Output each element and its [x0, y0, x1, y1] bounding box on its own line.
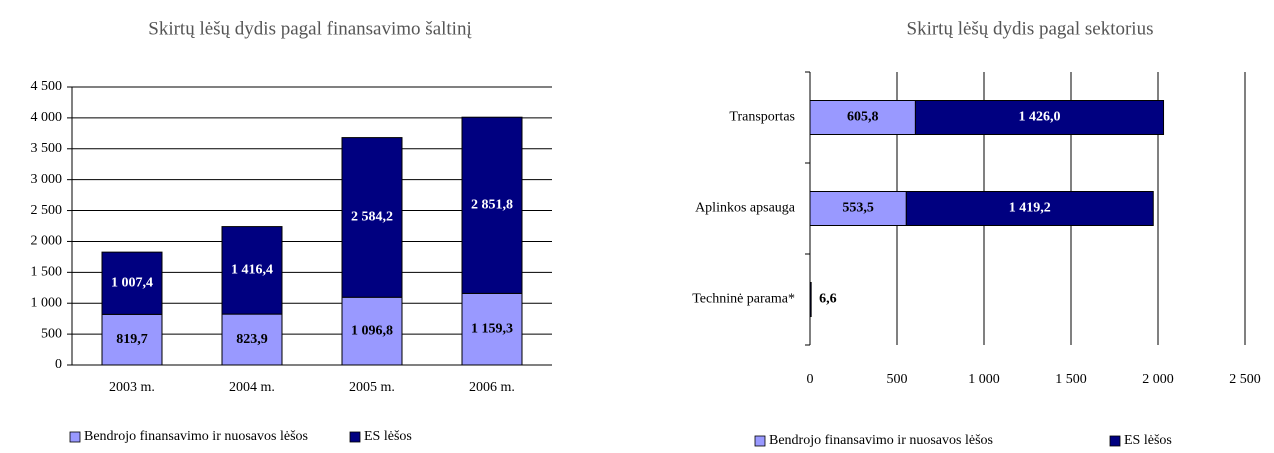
- bar: [221, 226, 283, 315]
- bar: [809, 191, 907, 226]
- bar: [101, 313, 163, 366]
- x-tick-label: 2004 m.: [229, 380, 275, 395]
- value-label: 823,9: [236, 332, 268, 347]
- value-label: 1 426,0: [1018, 110, 1060, 125]
- y-tick-label: 2 500: [31, 203, 63, 218]
- legend-label: Bendrojo finansavimo ir nuosavos lėšos: [769, 433, 993, 448]
- y-tick-label: 4 000: [31, 110, 63, 125]
- x-tick-label: 1 500: [1055, 372, 1087, 387]
- x-tick-label: 2006 m.: [469, 380, 515, 395]
- legend-swatch: [349, 431, 361, 443]
- value-label: 6,6: [819, 292, 837, 307]
- value-label: 1 159,3: [471, 321, 513, 336]
- legend-swatch: [1109, 435, 1121, 447]
- bar: [809, 100, 916, 135]
- value-label: 2 851,8: [471, 198, 513, 213]
- bar: [461, 116, 523, 294]
- value-label: 1 007,4: [111, 275, 153, 290]
- x-tick-label: 2 000: [1142, 372, 1174, 387]
- value-label: 1 419,2: [1009, 201, 1051, 216]
- value-label: 553,5: [842, 201, 874, 216]
- y-tick-label: Aplinkos apsauga: [695, 201, 796, 216]
- y-tick-label: 2 000: [31, 234, 63, 249]
- bar: [809, 282, 812, 317]
- x-tick-label: 1 000: [968, 372, 1000, 387]
- bar: [101, 251, 163, 315]
- value-label: 1 416,4: [231, 263, 273, 278]
- y-tick-label: Transportas: [729, 110, 795, 125]
- legend-label: ES lėšos: [1124, 433, 1172, 448]
- bar: [914, 100, 1165, 135]
- value-label: 819,7: [116, 332, 148, 347]
- x-tick-label: 2005 m.: [349, 380, 395, 395]
- y-tick-label: 1 500: [31, 265, 63, 280]
- value-label: 605,8: [847, 110, 879, 125]
- chart-title: Skirtų lėšų dydis pagal finansavimo šalt…: [148, 18, 472, 39]
- legend-swatch: [754, 435, 766, 447]
- x-tick-label: 2 500: [1229, 372, 1261, 387]
- y-tick-label: Techninė parama*: [692, 292, 795, 307]
- y-tick-label: 4 500: [31, 79, 63, 94]
- y-tick-label: 3 500: [31, 141, 63, 156]
- x-tick-label: 0: [807, 372, 814, 387]
- legend-swatch: [69, 431, 81, 443]
- value-label: 2 584,2: [351, 210, 393, 225]
- y-tick-label: 3 000: [31, 172, 63, 187]
- y-tick-label: 1 000: [31, 295, 63, 310]
- x-tick-label: 500: [887, 372, 908, 387]
- x-tick-label: 2003 m.: [109, 380, 155, 395]
- chart-title: Skirtų lėšų dydis pagal sektorius: [907, 18, 1154, 39]
- y-tick-label: 0: [55, 357, 62, 372]
- bar: [461, 292, 523, 366]
- bar: [905, 191, 1154, 226]
- bar: [341, 137, 403, 298]
- value-label: 1 096,8: [351, 323, 393, 338]
- legend-label: ES lėšos: [364, 429, 412, 444]
- y-tick-label: 500: [41, 326, 62, 341]
- legend-label: Bendrojo finansavimo ir nuosavos lėšos: [84, 429, 308, 444]
- bar: [341, 296, 403, 366]
